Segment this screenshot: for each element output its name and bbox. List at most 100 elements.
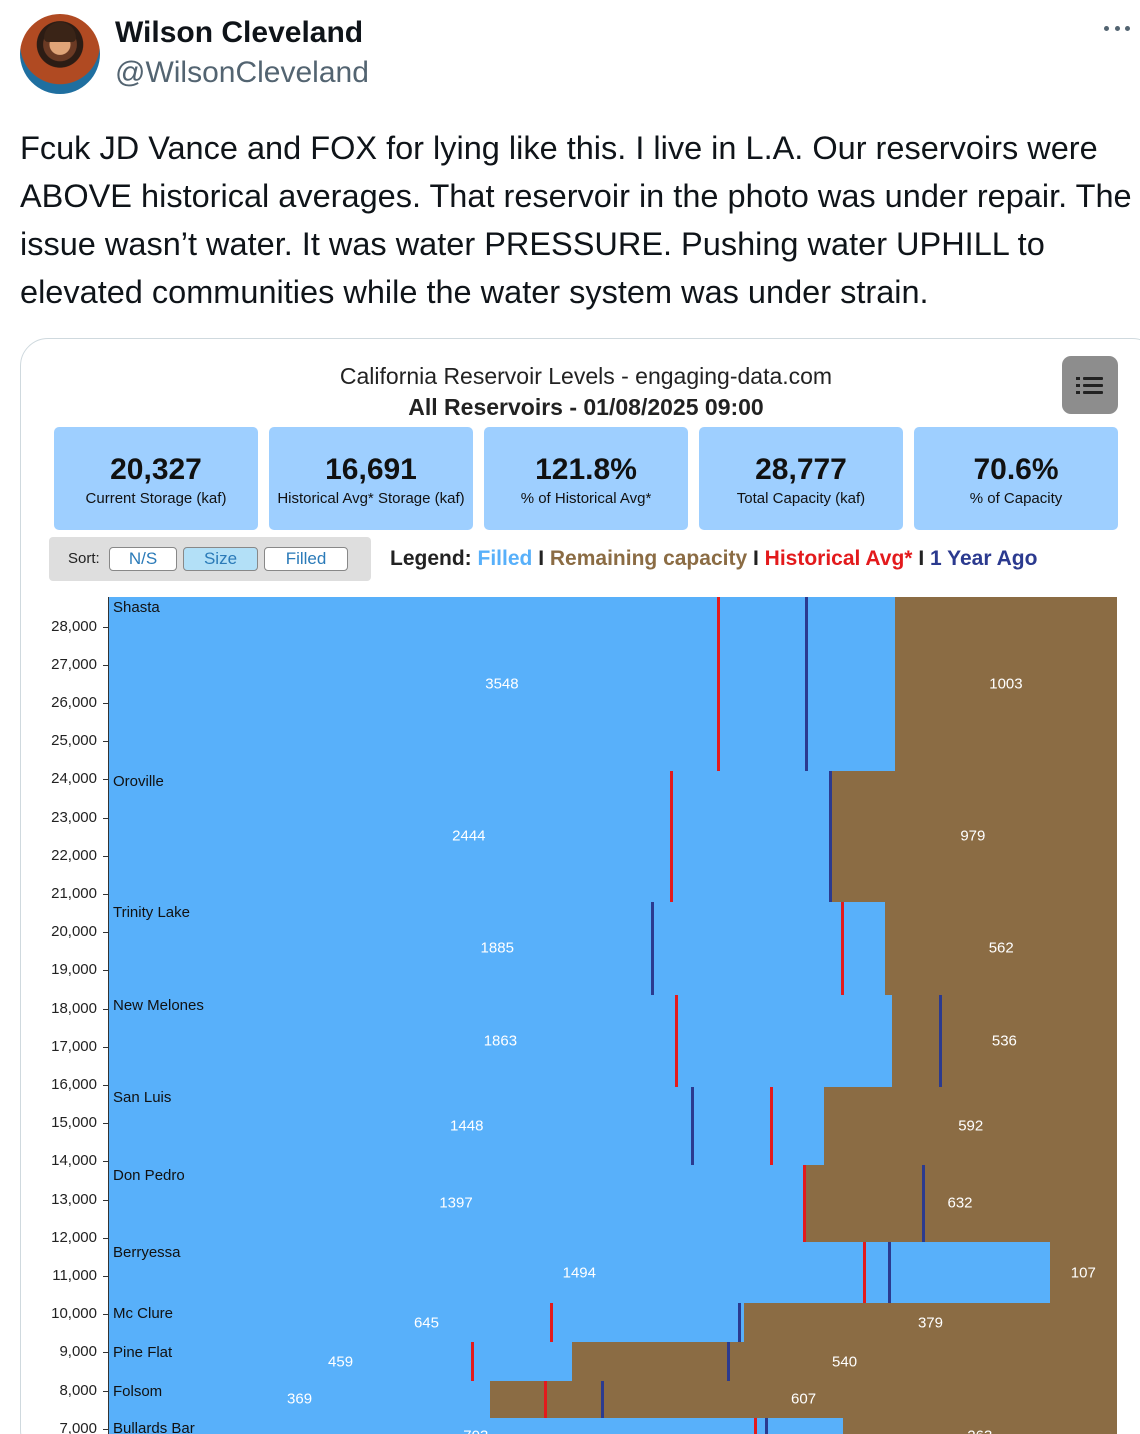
y-tick-label: 20,000 <box>51 923 97 941</box>
sort-label: Sort: <box>68 550 100 567</box>
historical-avg-marker <box>544 1380 548 1418</box>
bar-filled[interactable] <box>109 1417 843 1434</box>
y-tick-label: 23,000 <box>51 808 97 826</box>
bar-filled[interactable] <box>109 1242 1050 1304</box>
bar-filled[interactable] <box>109 770 829 902</box>
bar-remaining[interactable] <box>490 1380 1117 1418</box>
y-tick <box>103 1085 108 1087</box>
bar-remaining[interactable] <box>885 901 1117 996</box>
year-ago-marker <box>601 1380 605 1418</box>
bar-remaining[interactable] <box>828 770 1117 902</box>
y-tick <box>103 1428 108 1430</box>
bar-filled[interactable] <box>109 1086 825 1165</box>
y-tick <box>103 1237 108 1239</box>
bar-remaining[interactable] <box>891 995 1117 1087</box>
bar-filled[interactable] <box>109 1342 573 1381</box>
reservoir-name: Mc Clure <box>113 1305 174 1323</box>
y-tick <box>103 626 108 628</box>
y-tick <box>103 779 108 781</box>
bar-remaining[interactable] <box>824 1086 1117 1165</box>
y-tick-label: 17,000 <box>51 1037 97 1055</box>
y-tick-label: 7,000 <box>59 1419 97 1434</box>
filled-value-label: 459 <box>328 1353 354 1371</box>
more-options-icon[interactable] <box>1104 22 1130 34</box>
reservoir-plot: Shasta 3548 1003 Oroville 2444 979 Trinity Lak… <box>109 597 1117 1434</box>
chart-title: California Reservoir Levels - engaging-d… <box>339 363 833 389</box>
bar-remaining[interactable] <box>803 1164 1117 1243</box>
chart-legend: Legend: Filled I Remaining capacity I Hi… <box>390 547 1037 571</box>
remaining-value-label: 979 <box>960 827 986 845</box>
y-tick-label: 16,000 <box>51 1076 97 1094</box>
y-tick-label: 8,000 <box>59 1381 97 1399</box>
year-ago-marker <box>805 597 809 771</box>
historical-avg-marker <box>840 901 844 996</box>
legend-filled: Filled <box>477 547 533 570</box>
bar-remaining[interactable] <box>1049 1242 1117 1304</box>
remaining-value-label: 607 <box>791 1390 817 1408</box>
chart-menu-button[interactable] <box>1062 356 1118 414</box>
historical-avg-marker <box>803 1164 806 1243</box>
kpi-value: 20,327 <box>110 453 202 486</box>
y-tick <box>103 741 108 743</box>
year-ago-marker <box>828 770 832 902</box>
remaining-value-label: 562 <box>988 939 1014 957</box>
tweet-text: Fcuk JD Vance and FOX for lying like thi… <box>20 130 1140 310</box>
y-tick-label: 13,000 <box>51 1190 97 1208</box>
remaining-value-label: 263 <box>967 1428 992 1434</box>
bar-filled[interactable] <box>109 1164 804 1243</box>
historical-avg-marker <box>674 995 678 1087</box>
bar-remaining[interactable] <box>842 1417 1117 1434</box>
remaining-value-label: 1003 <box>989 675 1023 693</box>
filled-value-label: 1885 <box>480 939 514 957</box>
year-ago-marker <box>651 901 655 996</box>
reservoir-name: Trinity Lake <box>113 903 190 921</box>
bar-filled[interactable] <box>109 1303 744 1343</box>
historical-avg-marker <box>716 597 720 771</box>
media-card[interactable]: California Reservoir Levels - engaging-d… <box>20 338 1140 1434</box>
sort-filled-button[interactable]: Filled <box>264 547 348 571</box>
kpi-current-storage: 20,327 Current Storage (kaf) <box>54 427 258 530</box>
sort-ns-button[interactable]: N/S <box>109 547 177 571</box>
avatar[interactable] <box>20 14 100 94</box>
legend-year-ago: 1 Year Ago <box>930 547 1038 570</box>
bar-remaining[interactable] <box>743 1303 1117 1343</box>
kpi-label: Total Capacity (kaf) <box>736 490 866 507</box>
y-tick <box>103 1314 108 1316</box>
user-handle[interactable]: @WilsonCleveland <box>115 56 369 89</box>
y-tick <box>103 664 108 666</box>
legend-separator: I <box>538 547 545 570</box>
year-ago-marker <box>737 1303 741 1343</box>
remaining-value-label: 536 <box>991 1032 1017 1050</box>
y-tick <box>103 1352 108 1354</box>
y-tick-label: 25,000 <box>51 732 97 750</box>
legend-separator: I <box>918 547 925 570</box>
legend-prefix: Legend: <box>390 547 472 570</box>
legend-historical-avg: Historical Avg* <box>764 547 913 570</box>
kpi-value: 28,777 <box>755 453 847 486</box>
bar-filled[interactable] <box>109 1380 491 1418</box>
bar-filled[interactable] <box>109 597 895 771</box>
sort-size-button[interactable]: Size <box>183 547 258 571</box>
bar-remaining[interactable] <box>572 1342 1117 1381</box>
y-tick-label: 10,000 <box>51 1305 97 1323</box>
y-tick-label: 9,000 <box>59 1343 97 1361</box>
bar-remaining[interactable] <box>894 597 1117 771</box>
year-ago-marker <box>922 1164 926 1243</box>
remaining-value-label: 592 <box>958 1117 984 1135</box>
reservoir-name: Bullards Bar <box>113 1419 195 1434</box>
kpi-historical-avg-storage: 16,691 Historical Avg* Storage (kaf) <box>269 427 473 530</box>
y-tick <box>103 1390 108 1392</box>
y-tick <box>103 1161 108 1163</box>
reservoir-name: Pine Flat <box>113 1344 173 1362</box>
filled-value-label: 1448 <box>450 1117 484 1135</box>
y-tick <box>103 1199 108 1201</box>
bar-filled[interactable] <box>109 995 892 1087</box>
reservoir-name: Oroville <box>113 772 164 790</box>
year-ago-marker <box>727 1342 731 1381</box>
display-name[interactable]: Wilson Cleveland <box>115 16 364 49</box>
chart-subtitle: All Reservoirs - 01/08/2025 09:00 <box>408 394 764 420</box>
kpi-total-capacity: 28,777 Total Capacity (kaf) <box>699 427 903 530</box>
bar-filled[interactable] <box>109 901 886 996</box>
filled-value-label: 2444 <box>452 827 486 845</box>
kpi-pct-historical-avg: 121.8% % of Historical Avg* <box>484 427 688 530</box>
